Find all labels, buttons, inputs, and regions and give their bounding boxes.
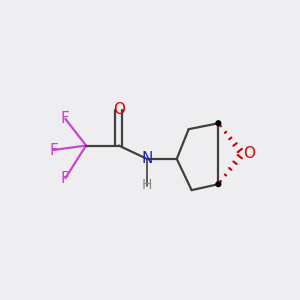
Text: H: H	[142, 178, 152, 192]
Text: N: N	[141, 152, 153, 166]
Text: O: O	[113, 102, 125, 117]
Text: F: F	[61, 111, 70, 126]
Circle shape	[216, 121, 221, 126]
Text: F: F	[49, 142, 58, 158]
Text: F: F	[61, 171, 70, 186]
Circle shape	[216, 182, 221, 187]
Text: O: O	[244, 146, 256, 161]
